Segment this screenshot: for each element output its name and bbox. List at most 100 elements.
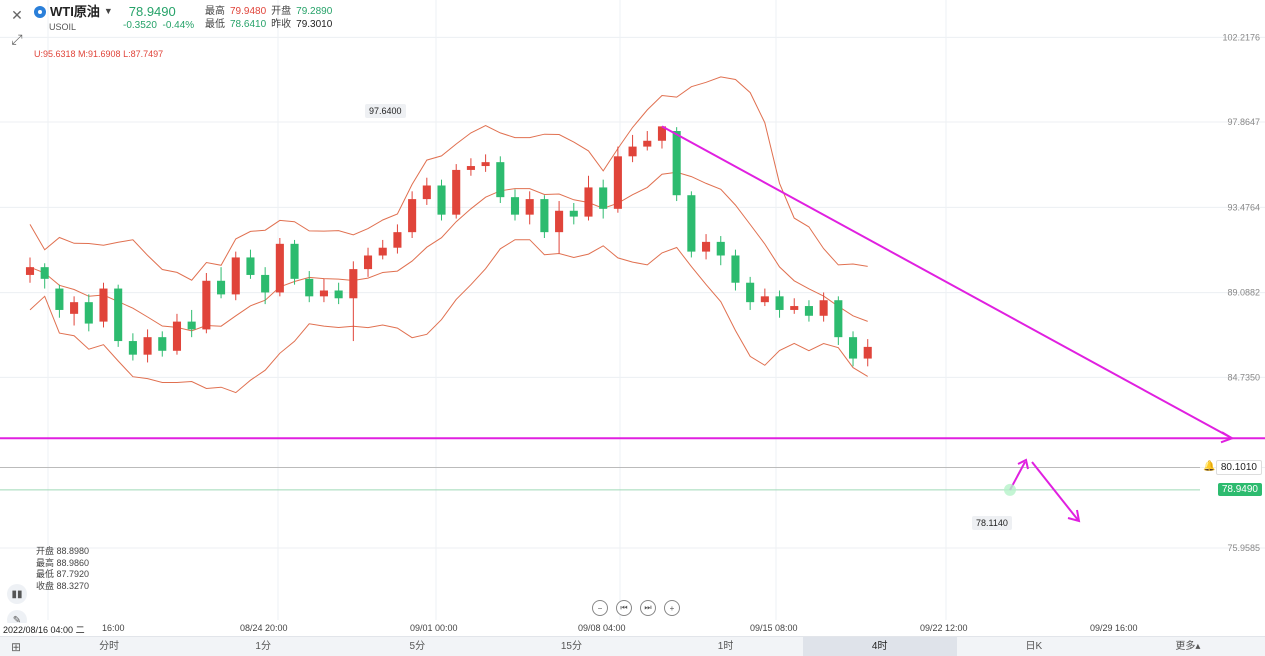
- current-price-tag: 78.9490: [1217, 483, 1262, 496]
- change-pct: -0.44%: [162, 20, 195, 31]
- symbol-logo-icon: [34, 5, 46, 18]
- indicator-icon[interactable]: ▮▮: [7, 584, 27, 604]
- candle-body: [628, 146, 637, 157]
- low-value: 78.6410: [230, 19, 267, 30]
- tab-1时[interactable]: 1时: [717, 641, 734, 652]
- candle-body: [84, 302, 93, 324]
- candle-body: [202, 280, 211, 330]
- candle-body: [716, 241, 725, 256]
- candle-body: [672, 131, 681, 196]
- candle-body: [246, 257, 255, 275]
- tab-分时[interactable]: 分时: [99, 641, 120, 652]
- candle-body: [481, 162, 490, 167]
- candle-body: [510, 197, 520, 215]
- zoom-out-icon[interactable]: −: [592, 600, 608, 616]
- candle-body: [687, 195, 696, 252]
- candle-body: [613, 156, 622, 209]
- scroll-end-icon[interactable]: ⏭: [640, 600, 656, 616]
- close-icon[interactable]: ✕: [11, 6, 23, 23]
- candle-body: [804, 306, 813, 316]
- candle-body: [378, 247, 387, 256]
- change-value: -0.3520: [123, 20, 157, 31]
- candle-body: [290, 243, 299, 279]
- tab-5分[interactable]: 5分: [409, 641, 426, 652]
- ohlc-close: 收盘 88.3270: [36, 580, 90, 591]
- candle-body: [599, 187, 608, 209]
- bollinger-mid: [29, 171, 868, 332]
- time-tick-label: 09/22 12:00: [920, 623, 968, 633]
- candle-body: [143, 337, 152, 355]
- candle-body: [187, 321, 196, 330]
- tab-1分[interactable]: 1分: [255, 641, 271, 652]
- high-callout: 97.6400: [365, 104, 406, 118]
- y-tick-label: 102.2176: [1222, 32, 1260, 42]
- ohlc-low: 最低 87.7920: [36, 569, 90, 579]
- time-tick-label: 09/01 00:00: [410, 623, 458, 633]
- candle-body: [172, 321, 182, 351]
- candle-body: [217, 280, 226, 295]
- candle-body: [128, 341, 137, 355]
- high-label: 最高: [205, 6, 225, 17]
- expand-icon[interactable]: ⤢: [11, 30, 23, 47]
- current-price-dot: [1004, 483, 1016, 496]
- candle-body: [408, 199, 417, 233]
- prev-close-label: 昨收: [271, 19, 292, 30]
- candle-body: [775, 296, 784, 310]
- tab-日K[interactable]: 日K: [1025, 641, 1043, 652]
- candle-body: [790, 306, 799, 310]
- bollinger-upper: [29, 76, 868, 281]
- candle-body: [760, 296, 769, 303]
- chart-nav-controls: − ⏮ ⏭ +: [592, 600, 680, 616]
- time-tick-label: 09/15 08:00: [750, 623, 798, 633]
- candle-body: [555, 210, 564, 233]
- bell-icon[interactable]: 🔔: [1203, 461, 1216, 472]
- tab-更多▴[interactable]: 更多▴: [1175, 641, 1201, 652]
- ohlc-open: 开盘 88.8980: [36, 546, 90, 556]
- candle-body: [70, 302, 79, 314]
- projection-down: [1031, 461, 1079, 521]
- low-label: 最低: [205, 19, 225, 30]
- y-tick-label: 89.0882: [1227, 288, 1260, 298]
- candle-body: [834, 300, 843, 338]
- candle-body: [349, 269, 358, 299]
- candle-body: [40, 267, 49, 279]
- candle-body: [657, 126, 667, 141]
- candle-body: [702, 241, 711, 252]
- y-tick-label: 97.8647: [1227, 117, 1260, 127]
- candle-body: [584, 187, 593, 217]
- projection-up-head: [1017, 458, 1029, 470]
- candle-body: [437, 185, 446, 215]
- bollinger-lower: [29, 239, 868, 394]
- candle-body: [496, 162, 505, 198]
- symbol-name[interactable]: WTI原油: [50, 4, 100, 19]
- price-change: -0.3520 -0.44%: [123, 20, 194, 31]
- trend-arrow-head: [1220, 431, 1235, 444]
- layout-icon[interactable]: ⊞: [10, 639, 22, 654]
- open-label: 开盘: [271, 6, 292, 17]
- tab-15分[interactable]: 15分: [560, 641, 582, 652]
- ohlc-high: 最高 88.9860: [36, 557, 90, 568]
- time-axis: 16:00 08/24 20:00 09/01 00:00 09/08 04:00 09…: [0, 620, 1265, 636]
- candle-body: [158, 337, 167, 351]
- prev-close-value: 79.3010: [296, 19, 333, 30]
- candle-body: [305, 278, 314, 297]
- candle-body: [393, 232, 402, 248]
- time-tick-label: 09/08 04:00: [578, 623, 626, 633]
- time-tick-label: 09/29 16:00: [1090, 623, 1138, 633]
- candle-body: [731, 255, 740, 283]
- scroll-start-icon[interactable]: ⏮: [616, 600, 632, 616]
- tab-4时[interactable]: 4时: [802, 637, 957, 656]
- candle-body: [261, 274, 270, 293]
- ohlc-box: 开盘 88.8980 最高 88.9860 最低 87.7920 收盘 88.3…: [36, 546, 89, 592]
- candle-body: [569, 210, 578, 217]
- candle-body: [25, 267, 35, 275]
- chevron-down-icon[interactable]: ▼: [103, 6, 113, 16]
- reference-price-tag: 80.1010: [1215, 460, 1262, 475]
- y-tick-label: 93.4764: [1227, 202, 1260, 212]
- candle-body: [363, 255, 373, 270]
- candle-body: [231, 257, 240, 295]
- candle-body: [643, 140, 652, 147]
- low-callout: 78.1140: [972, 516, 1012, 530]
- zoom-in-icon[interactable]: +: [664, 600, 680, 616]
